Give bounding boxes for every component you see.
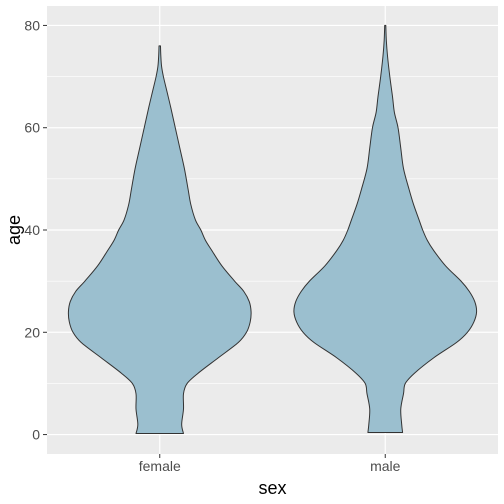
violin-female xyxy=(67,45,252,435)
y-axis-title: age xyxy=(4,215,24,245)
violins xyxy=(67,24,478,435)
y-tick-label: 40 xyxy=(24,222,40,238)
violin-male xyxy=(293,24,478,434)
x-axis-ticks: female male xyxy=(139,454,401,474)
x-axis-title: sex xyxy=(258,478,286,498)
y-tick-label: 0 xyxy=(32,427,40,443)
y-tick-label: 60 xyxy=(24,120,40,136)
x-tick-label: male xyxy=(370,458,401,474)
y-tick-label: 20 xyxy=(24,324,40,340)
x-tick-label: female xyxy=(139,458,181,474)
y-axis-ticks: 0 20 40 60 80 xyxy=(24,17,47,443)
y-tick-label: 80 xyxy=(24,17,40,33)
